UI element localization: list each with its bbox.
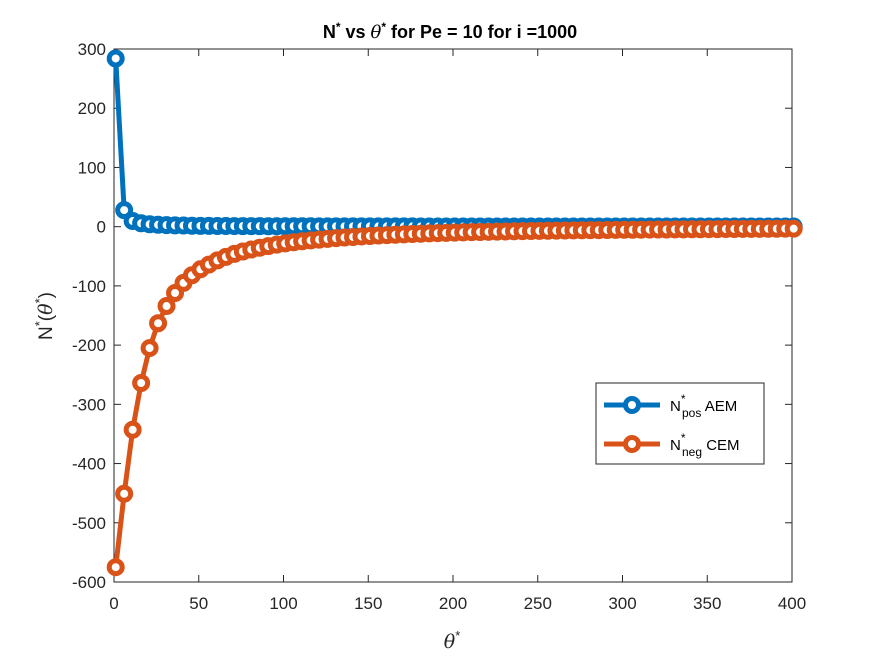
plot-area: [113, 48, 793, 583]
data-point-pos: [115, 201, 134, 220]
legend-label-neg: N* neg CEM: [670, 431, 740, 459]
chart-title: N* vs θ* for Pe = 10 for i =1000: [323, 20, 577, 43]
x-tick-label: 200: [439, 594, 467, 613]
legend-label-pos: N* pos AEM: [670, 392, 737, 420]
data-point-pos: [106, 49, 125, 68]
legend-marker-pos: [623, 396, 641, 414]
legend-entry-pos: N* pos AEM: [604, 392, 737, 420]
legend-box: [595, 382, 765, 465]
y-axis-label: N*(θ*): [32, 292, 57, 340]
y-tick-label: -300: [72, 395, 106, 414]
x-axis: 0 50 100 150 200 250 300 350 400: [109, 49, 806, 613]
y-axis: 300 200 100 0 -100 -200 -300 -400 -500 -600: [72, 40, 792, 592]
legend-marker-neg: [623, 435, 641, 453]
x-tick-label: 300: [608, 594, 636, 613]
x-tick-label: 0: [109, 594, 118, 613]
y-tick-label: -200: [72, 336, 106, 355]
series-layer: [106, 49, 803, 577]
x-tick-label: 50: [189, 594, 208, 613]
y-tick-label: -100: [72, 277, 106, 296]
y-tick-label: 300: [78, 40, 106, 59]
y-tick-label: -500: [72, 514, 106, 533]
data-point-neg: [157, 297, 176, 316]
x-tick-label: 350: [693, 594, 721, 613]
data-point-neg: [132, 374, 151, 393]
legend: N* pos AEM N* neg CEM: [595, 382, 765, 465]
x-axis-label: θ*: [444, 628, 461, 653]
data-point-neg: [784, 219, 803, 238]
x-tick-label: 400: [778, 594, 806, 613]
x-tick-label: 150: [354, 594, 382, 613]
data-point-neg: [123, 420, 142, 439]
data-point-neg: [140, 339, 159, 358]
data-point-neg: [149, 314, 168, 333]
series-neg: [106, 219, 803, 577]
y-tick-label: -400: [72, 455, 106, 474]
y-tick-label: -600: [72, 573, 106, 592]
y-tick-label: 0: [97, 218, 106, 237]
x-tick-label: 250: [524, 594, 552, 613]
axes-box: [113, 48, 793, 583]
y-tick-label: 200: [78, 99, 106, 118]
data-point-neg: [106, 558, 125, 577]
y-tick-label: 100: [78, 158, 106, 177]
x-tick-label: 100: [269, 594, 297, 613]
data-point-neg: [115, 484, 134, 503]
legend-entry-neg: N* neg CEM: [604, 431, 740, 459]
